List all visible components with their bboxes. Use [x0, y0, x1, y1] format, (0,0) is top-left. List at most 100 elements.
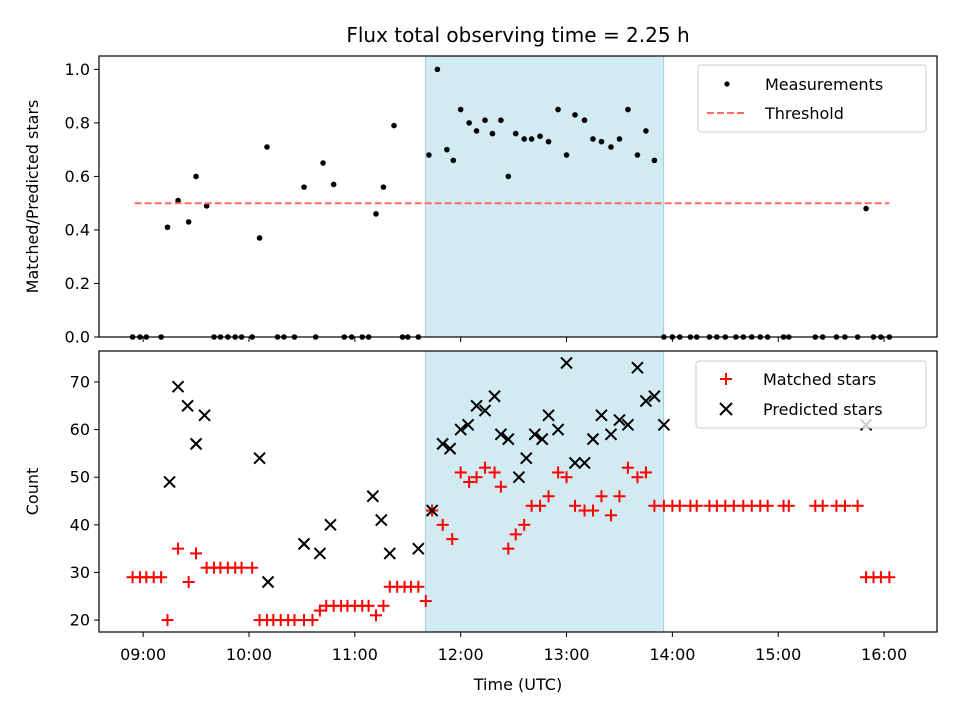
measurement-point	[330, 181, 337, 188]
top-x-ticks	[142, 337, 885, 342]
x-tick-label: 10:00	[226, 645, 272, 664]
matched-star-point	[362, 599, 375, 612]
top-highlight-span	[424, 55, 665, 338]
measurement-point	[616, 136, 623, 142]
measurement-point	[598, 138, 605, 145]
predicted-star-stroke	[568, 456, 582, 470]
measurement-point	[572, 112, 578, 118]
predicted-star-point	[461, 418, 475, 432]
predicted-star-point	[443, 442, 457, 455]
bottom-highlight-span	[424, 350, 665, 633]
measurement-point	[581, 117, 588, 124]
matched-stars-points	[126, 461, 896, 627]
measurement-point	[634, 152, 641, 158]
predicted-star-point	[551, 423, 565, 436]
matched-star-point	[838, 499, 851, 512]
measurement-point	[563, 152, 570, 158]
matched-star-point	[502, 542, 515, 555]
top-axes-frame	[98, 55, 938, 338]
matched-star-point	[534, 499, 547, 512]
predicted-star-stroke	[604, 428, 618, 441]
predicted-star-stroke	[313, 547, 327, 560]
measurement-point	[434, 66, 441, 73]
measurement-point	[473, 128, 480, 134]
predicted-star-point	[189, 437, 203, 451]
predicted-star-point	[375, 513, 388, 527]
matched-star-point	[509, 528, 522, 541]
predicted-star-point	[631, 361, 644, 374]
matched-star-point	[690, 499, 703, 512]
predicted-star-point	[560, 356, 573, 370]
y-tick-label: 0.2	[65, 274, 90, 293]
matched-star-point	[313, 604, 326, 617]
predicted-star-stroke	[181, 399, 194, 412]
legend-measurements-label: Measurements	[765, 75, 883, 94]
matched-star-point	[155, 571, 168, 584]
measurement-point	[521, 136, 527, 142]
predicted-star-point	[613, 413, 626, 427]
predicted-star-point	[528, 428, 541, 441]
matched-star-point	[446, 533, 459, 546]
matched-star-point	[246, 561, 259, 574]
predicted-star-stroke	[528, 428, 541, 441]
predicted-star-stroke	[171, 380, 185, 393]
predicted-star-point	[621, 418, 635, 432]
measurement-point	[498, 117, 504, 124]
y-tick-label: 0.8	[65, 113, 90, 132]
predicted-star-stroke	[461, 418, 475, 432]
predicted-star-point	[657, 418, 671, 432]
matched-star-point	[436, 518, 449, 531]
matched-star-point	[412, 580, 425, 593]
predicted-star-point	[198, 409, 211, 422]
predicted-star-point	[383, 547, 396, 560]
predicted-star-point	[595, 409, 608, 422]
measurement-point	[625, 106, 631, 113]
matched-star-point	[419, 595, 432, 608]
predicted-star-point	[253, 451, 266, 465]
measurement-point	[185, 219, 192, 225]
bottom-y-ticks: 20 30 40 50 60 70	[70, 372, 99, 630]
predicted-star-stroke	[520, 451, 533, 465]
top-legend-box	[697, 64, 927, 133]
matched-star-point	[816, 499, 829, 512]
matched-star-point	[182, 575, 195, 588]
measurement-point	[256, 235, 263, 241]
matched-star-point	[488, 466, 501, 479]
chart-title: Flux total observing time = 2.25 h	[346, 23, 689, 47]
predicted-star-stroke	[324, 518, 337, 532]
measurement-point	[457, 106, 464, 113]
x-tick-label: 16:00	[861, 645, 907, 664]
measurement-point	[426, 152, 432, 158]
predicted-star-stroke	[375, 513, 388, 527]
predicted-star-point	[181, 399, 194, 412]
predicted-star-stroke	[425, 504, 439, 517]
y-tick-label: 20	[70, 611, 90, 630]
y-tick-label: 0.6	[65, 167, 90, 186]
measurement-point	[863, 205, 869, 212]
bottom-axes-frame	[98, 350, 938, 633]
legend-measurements-marker-icon	[724, 81, 730, 87]
predicted-star-point	[494, 428, 508, 441]
y-tick-label: 0.4	[65, 220, 90, 239]
measurement-point	[466, 120, 472, 126]
predicted-star-point	[488, 390, 501, 403]
predicted-star-point	[261, 575, 275, 589]
matched-star-point	[235, 561, 248, 574]
predicted-stars-points	[163, 356, 873, 589]
x-tick-label: 12:00	[438, 645, 484, 664]
matched-star-point	[454, 466, 467, 479]
predicted-star-stroke	[621, 418, 635, 432]
bottom-legend-box	[695, 360, 927, 429]
predicted-star-point	[568, 456, 582, 470]
predicted-star-point	[604, 428, 618, 441]
predicted-star-stroke	[613, 413, 626, 427]
measurement-point	[537, 133, 543, 140]
predicted-star-point	[425, 504, 439, 517]
matched-star-point	[161, 614, 174, 627]
predicted-star-point	[535, 432, 549, 446]
predicted-star-stroke	[631, 361, 644, 374]
predicted-star-point	[648, 390, 661, 403]
predicted-star-stroke	[648, 390, 661, 403]
measurement-point	[380, 184, 387, 190]
